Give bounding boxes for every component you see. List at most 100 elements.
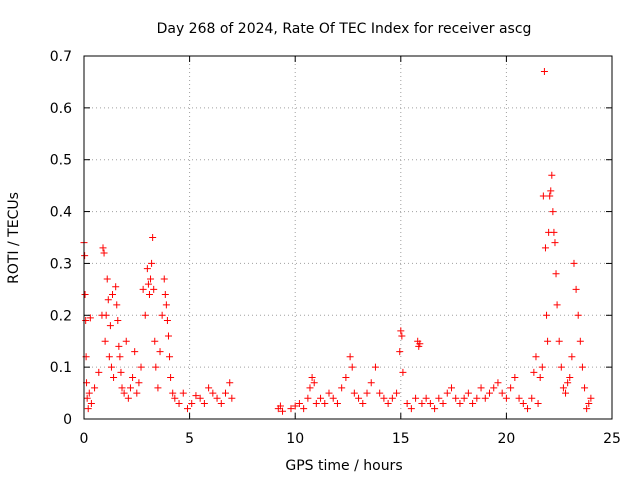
data-point (152, 363, 160, 371)
data-point (460, 394, 468, 402)
y-tick-labels: 0 0.1 0.2 0.3 0.4 0.5 0.6 0.7 (50, 49, 72, 428)
data-point (287, 405, 295, 413)
data-point (574, 311, 582, 319)
data-point (511, 374, 519, 382)
data-point (163, 316, 171, 324)
data-point (228, 394, 236, 402)
data-point (403, 399, 411, 407)
data-point (583, 405, 591, 413)
data-point (384, 399, 392, 407)
data-point (464, 389, 472, 397)
data-point (226, 379, 234, 387)
data-point (348, 363, 356, 371)
data-point (325, 389, 333, 397)
data-point (585, 399, 593, 407)
data-point (158, 311, 166, 319)
data-point (133, 389, 141, 397)
x-tick-label: 25 (603, 431, 621, 447)
data-point (109, 291, 117, 299)
data-point (105, 353, 113, 361)
data-point (541, 244, 549, 252)
data-point (102, 311, 110, 319)
data-point (435, 394, 443, 402)
plot-frame (83, 55, 613, 420)
data-point (156, 348, 164, 356)
x-tick-label: 0 (80, 431, 89, 447)
data-point (95, 368, 103, 376)
data-point (100, 249, 108, 257)
data-point (112, 283, 120, 291)
data-point (418, 399, 426, 407)
data-point (570, 259, 578, 267)
data-point (276, 402, 284, 410)
data-point (120, 389, 128, 397)
data-point (209, 389, 217, 397)
data-point (447, 384, 455, 392)
data-point (519, 399, 527, 407)
data-point (548, 171, 556, 179)
data-point (587, 394, 595, 402)
data-point (530, 368, 538, 376)
data-point (317, 394, 325, 402)
y-tick-label: 0.3 (50, 256, 72, 272)
data-point (490, 384, 498, 392)
data-point (566, 374, 574, 382)
data-point (452, 394, 460, 402)
data-point (359, 399, 367, 407)
data-point (164, 332, 172, 340)
data-point (175, 399, 183, 407)
data-point (399, 368, 407, 376)
data-point (416, 340, 424, 348)
data-point (553, 301, 561, 309)
x-tick-label: 20 (497, 431, 515, 447)
x-tick-labels: 0 5 10 15 20 25 (80, 431, 621, 447)
data-point (169, 389, 177, 397)
data-point (308, 374, 316, 382)
data-point (310, 379, 318, 387)
data-point (145, 291, 153, 299)
data-point (306, 384, 314, 392)
data-point (162, 301, 170, 309)
grid (84, 56, 612, 419)
data-point (524, 405, 532, 413)
data-point (188, 399, 196, 407)
data-point (507, 384, 515, 392)
data-point (407, 405, 415, 413)
y-tick-label: 0.4 (50, 205, 72, 221)
data-point (166, 353, 174, 361)
data-point (83, 394, 91, 402)
x-tick-label: 5 (185, 431, 194, 447)
data-point (183, 405, 191, 413)
data-point (312, 399, 320, 407)
data-point (196, 394, 204, 402)
data-point (304, 394, 312, 402)
data-point (81, 252, 89, 260)
data-point (329, 394, 337, 402)
data-point (544, 337, 552, 345)
data-point (217, 399, 225, 407)
data-point (515, 394, 523, 402)
data-point (122, 337, 130, 345)
data-point (148, 259, 156, 267)
data-point (338, 384, 346, 392)
data-point (564, 379, 572, 387)
data-point (398, 332, 406, 340)
data-point (213, 394, 221, 402)
data-point (559, 384, 567, 392)
x-tick-label: 15 (392, 431, 410, 447)
x-axis-label: GPS time / hours (285, 458, 402, 474)
y-tick-label: 0.2 (50, 308, 72, 324)
data-point (126, 384, 134, 392)
data-point (355, 394, 363, 402)
data-point (473, 394, 481, 402)
data-point (115, 342, 123, 350)
data-point (147, 275, 155, 283)
data-point (107, 363, 115, 371)
data-point (562, 389, 570, 397)
data-point (131, 348, 139, 356)
data-point (167, 374, 175, 382)
data-point (543, 311, 551, 319)
data-point (205, 384, 213, 392)
data-point (99, 244, 107, 252)
data-point (171, 394, 179, 402)
